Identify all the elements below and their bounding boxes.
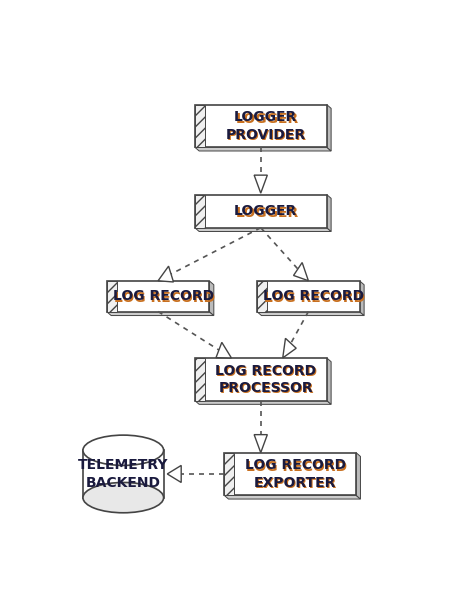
Polygon shape [359,281,364,315]
Polygon shape [294,263,308,280]
Text: TELEMETRY
BACKEND: TELEMETRY BACKEND [78,458,168,490]
Polygon shape [210,281,214,315]
Ellipse shape [83,483,164,513]
Polygon shape [254,435,267,453]
Polygon shape [167,466,181,483]
Polygon shape [283,338,296,358]
Bar [195,194,327,228]
Polygon shape [158,266,174,282]
Polygon shape [224,495,360,499]
Text: LOG RECORD: LOG RECORD [263,290,364,303]
Bar [195,194,205,228]
Ellipse shape [83,435,164,466]
Bar [257,281,267,312]
Bar [195,105,205,147]
Text: LOG RECORD
PROCESSOR: LOG RECORD PROCESSOR [215,363,316,395]
Bar [224,453,356,495]
Polygon shape [216,343,231,358]
Polygon shape [257,312,364,315]
Bar [224,453,234,495]
Polygon shape [254,175,267,193]
Text: LOG RECORD
EXPORTER: LOG RECORD EXPORTER [245,458,346,490]
Bar [195,358,327,400]
Polygon shape [327,194,331,231]
Text: LOG RECORD
PROCESSOR: LOG RECORD PROCESSOR [217,365,317,396]
Text: LOGGER
PROVIDER: LOGGER PROVIDER [227,112,307,143]
Polygon shape [327,358,331,404]
Bar [83,450,164,498]
Polygon shape [195,228,331,231]
Text: LOGGER: LOGGER [234,204,298,218]
Text: LOG RECORD: LOG RECORD [113,290,214,303]
Polygon shape [356,453,360,499]
Text: LOGGER
PROVIDER: LOGGER PROVIDER [226,110,306,141]
Bar [195,105,327,147]
Bar [257,281,359,312]
Polygon shape [107,312,214,315]
Bar [195,358,205,400]
Text: LOGGER: LOGGER [236,205,298,220]
Polygon shape [327,105,331,151]
Polygon shape [195,400,331,404]
Bar [107,281,117,312]
Bar [107,281,210,312]
Polygon shape [195,147,331,151]
Text: LOG RECORD: LOG RECORD [264,291,365,305]
Text: LOG RECORD
EXPORTER: LOG RECORD EXPORTER [246,460,347,491]
Text: LOG RECORD: LOG RECORD [114,291,215,305]
